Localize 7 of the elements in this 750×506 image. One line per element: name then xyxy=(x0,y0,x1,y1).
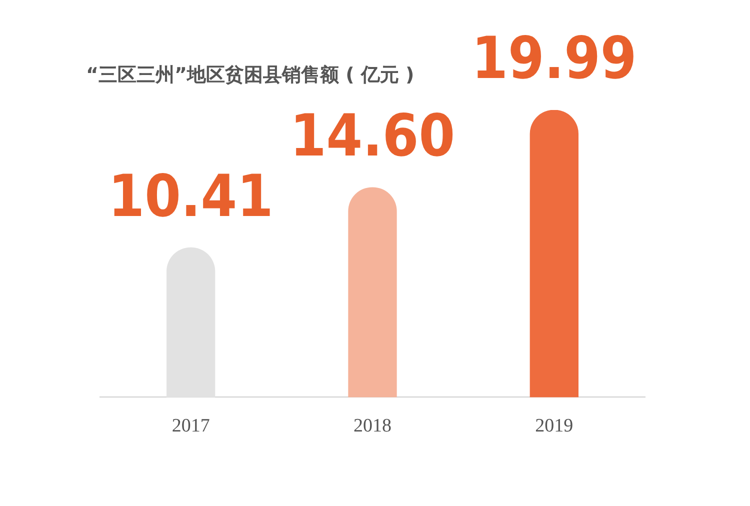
data-label: 14.60 xyxy=(290,102,456,170)
x-tick-label: 2018 xyxy=(354,416,392,437)
x-tick-label: 2019 xyxy=(535,416,574,437)
chart-title: “三区三州”地区贫困县销售额 ( 亿元 ) xyxy=(86,63,414,88)
x-tick-label: 2017 xyxy=(172,416,210,437)
data-label: 10.41 xyxy=(108,162,274,230)
data-label: 19.99 xyxy=(472,24,637,92)
